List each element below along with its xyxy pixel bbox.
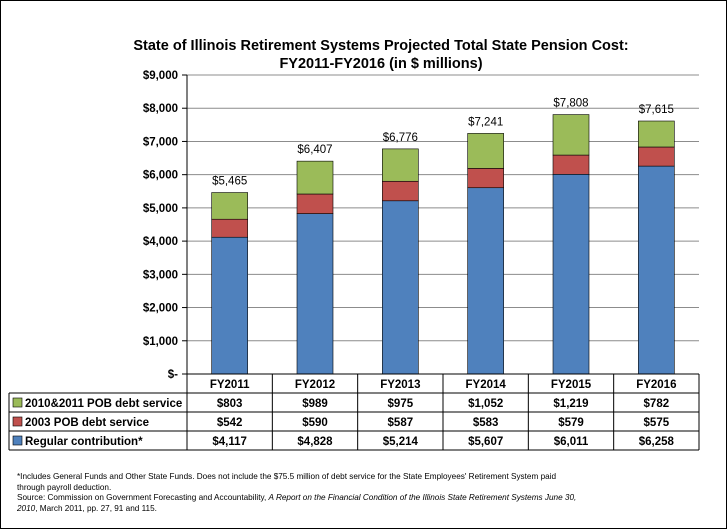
source-prefix: Source: Commission on Government Forecas… — [17, 493, 269, 503]
total-label: $6,776 — [383, 132, 418, 144]
x-category-label: FY2013 — [380, 379, 420, 391]
table-value: $590 — [302, 417, 328, 429]
bar-segment — [552, 154, 590, 175]
total-label: $7,615 — [639, 104, 674, 116]
table-value: $542 — [217, 417, 243, 429]
table-value: $579 — [558, 417, 584, 429]
report-title: A Report on the Financial Condition of t… — [268, 493, 577, 503]
y-tick-label: $1,000 — [143, 336, 178, 348]
bar-segment — [296, 160, 334, 195]
y-tick-label: $6,000 — [143, 170, 178, 182]
legend-label: Regular contribution* — [25, 436, 143, 448]
table-value: $989 — [302, 398, 328, 410]
footnote: *Includes General Funds and Other State … — [17, 472, 717, 514]
footnote-line-3: Source: Commission on Government Forecas… — [17, 493, 717, 504]
bar-segment — [382, 180, 419, 202]
legend-label: 2010&2011 POB debt service — [25, 398, 182, 410]
x-category-label: FY2016 — [636, 379, 676, 391]
y-axis-ticks: $- $1,000 $2,000 $3,000 $4,000 $5,000 $6,000 $7… — [143, 70, 187, 381]
total-label: $7,808 — [553, 98, 588, 110]
table-value: $5,214 — [383, 436, 419, 448]
footnote-line-4: 2010, March 2011, pp. 27, 91 and 115. — [17, 504, 717, 515]
x-category-label: FY2014 — [466, 379, 507, 391]
table-value: $587 — [388, 417, 414, 429]
y-tick-label: $5,000 — [143, 203, 178, 215]
bar-segment — [467, 168, 504, 189]
table-value: $803 — [217, 398, 243, 410]
chart-title-line-1: State of Illinois Retirement Systems Pro… — [133, 38, 629, 54]
footnote-line-2: through payroll deduction. — [17, 482, 112, 492]
y-tick-label: $2,000 — [143, 303, 178, 315]
bar-segment — [552, 174, 590, 375]
y-tick-label: $9,000 — [143, 70, 178, 82]
bar-segment — [211, 192, 248, 220]
grid-lines — [187, 74, 699, 342]
source-suffix: , March 2011, pp. 27, 91 and 115. — [35, 503, 157, 513]
table-value: $6,011 — [554, 436, 589, 448]
y-tick-label: $3,000 — [143, 269, 178, 281]
stacked-bar-chart: $- $1,000 $2,000 $3,000 $4,000 $5,000 $6,000 $7… — [8, 70, 700, 451]
y-tick-label: $4,000 — [143, 236, 178, 248]
table-value: $4,117 — [212, 436, 247, 448]
bar-segment — [467, 187, 504, 375]
data-table: FY2011 FY2012 FY2013 FY2014 FY2015 FY2016 2010… — [8, 373, 700, 451]
bar-segment — [638, 120, 675, 148]
table-value: $975 — [388, 398, 414, 410]
chart-title: State of Illinois Retirement Systems Pro… — [101, 37, 661, 73]
footnote-line-1: *Includes General Funds and Other State … — [17, 472, 557, 481]
legend-key — [12, 397, 23, 408]
bar-segment — [296, 193, 334, 214]
bar-segment — [467, 133, 504, 169]
total-label: $6,407 — [297, 144, 332, 156]
x-category-label: FY2011 — [210, 379, 250, 391]
report-year: 2010 — [17, 503, 36, 513]
legend-label: 2003 POB debt service — [25, 417, 149, 429]
bars — [211, 114, 675, 375]
total-labels: $5,465 $6,407 $6,776 $7,241 $7,808 $7,615 — [212, 98, 674, 188]
y-tick-label: $- — [168, 369, 178, 381]
table-value: $782 — [644, 398, 670, 410]
table-value: $4,828 — [297, 436, 333, 448]
legend-key — [12, 435, 23, 446]
bar-segment — [638, 146, 675, 167]
y-tick-label: $7,000 — [143, 136, 178, 148]
table-value: $1,052 — [468, 398, 503, 410]
table-value: $5,607 — [468, 436, 503, 448]
y-tick-label: $8,000 — [143, 103, 178, 115]
total-label: $5,465 — [212, 175, 247, 187]
table-value: $1,219 — [553, 398, 588, 410]
bar-segment — [382, 148, 419, 182]
bar-segment — [552, 114, 590, 156]
table-value: $575 — [644, 417, 670, 429]
bar-segment — [296, 213, 334, 375]
bar-segment — [382, 200, 419, 375]
legend-key — [12, 416, 23, 427]
chart-title-line-2: FY2011-FY2016 (in $ millions) — [279, 56, 483, 72]
table-value: $6,258 — [639, 436, 675, 448]
x-category-label: FY2015 — [551, 379, 592, 391]
table-value: $583 — [473, 417, 499, 429]
bar-segment — [638, 165, 675, 375]
bar-segment — [211, 218, 248, 238]
bar-segment — [211, 236, 248, 375]
total-label: $7,241 — [468, 116, 503, 128]
x-category-label: FY2012 — [295, 379, 335, 391]
